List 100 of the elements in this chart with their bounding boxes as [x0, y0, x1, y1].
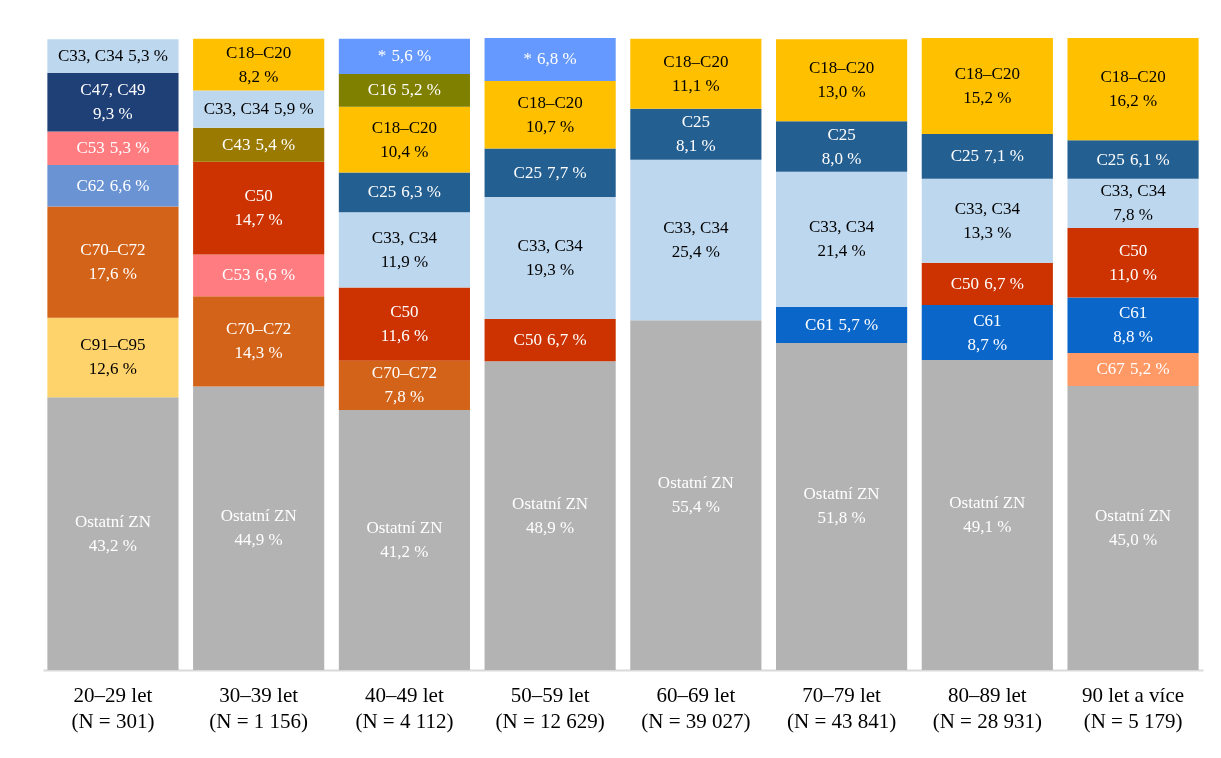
data-label: 5,3 %: [109, 138, 150, 158]
text: C50: [390, 302, 419, 322]
text: Ostatní ZN: [949, 493, 1026, 512]
text: C50: [950, 273, 980, 293]
data-label: 5,7 %: [838, 314, 879, 334]
data-label: 11,0 %: [1109, 264, 1157, 284]
data-label: 43,2 %: [88, 535, 138, 555]
series-label: C25: [827, 124, 856, 144]
text: C25: [367, 182, 397, 202]
data-label: 15,2 %: [963, 87, 1012, 107]
data-label: 49,1 %: [963, 517, 1012, 536]
series-label: Ostatní ZN: [803, 484, 880, 504]
series-label: C33, C34: [1100, 181, 1167, 201]
x-tick-label: 90 let a více (N = 5 179): [1082, 682, 1185, 733]
x-tick-label: 60–69 let (N = 39 027): [641, 682, 751, 733]
text: C18–C20: [517, 92, 583, 112]
data-label: 41,2 %: [380, 541, 429, 561]
series-label: C61: [973, 310, 1002, 330]
text: C18–C20: [371, 117, 437, 137]
data-label: 12,6 %: [88, 359, 138, 379]
data-label: 6,6 %: [109, 175, 150, 195]
data-label: 16,2 %: [1108, 91, 1158, 111]
series-label: C62: [76, 175, 105, 195]
text: C61: [1118, 303, 1148, 323]
data-label: 6,1 %: [1129, 149, 1170, 169]
data-label: 5,2 %: [401, 80, 441, 100]
text: C70–C72: [226, 319, 292, 339]
data-label: 8,7 %: [967, 334, 1008, 354]
series-label: C47, C49: [80, 80, 146, 100]
x-tick-label: 50–59 let (N = 12 629): [495, 682, 605, 733]
data-label: 7,7 %: [547, 162, 587, 182]
data-label: 8,8 %: [1113, 327, 1153, 347]
data-label: 6,6 %: [255, 265, 296, 285]
text: C33, C34: [809, 217, 875, 237]
text: C25: [1096, 149, 1125, 169]
x-tick-label: 70–79 let (N = 43 841): [786, 682, 897, 733]
series-label: C53: [76, 138, 105, 158]
data-label: 7,8 %: [384, 387, 425, 407]
text: C25: [681, 112, 711, 132]
data-label: 25,4 %: [671, 242, 720, 262]
series-label: C91–C95: [80, 335, 146, 355]
text: Ostatní ZN: [220, 506, 297, 526]
text: C61: [805, 314, 834, 334]
data-label: 11,6 %: [380, 326, 429, 346]
text: C18–C20: [663, 51, 729, 71]
data-label: 5,2 %: [1129, 359, 1170, 379]
data-label: 6,7 %: [547, 330, 587, 350]
data-label: 14,3 %: [234, 343, 283, 363]
data-label: 8,0 %: [821, 148, 862, 168]
data-label: 11,9 %: [380, 251, 429, 271]
data-label: 8,1 %: [676, 136, 716, 156]
text: C70–C72: [80, 240, 146, 260]
series-label: C67: [1096, 359, 1126, 379]
data-label: 11,1 %: [672, 75, 720, 95]
text: C53: [222, 265, 251, 285]
text: C18–C20: [954, 63, 1020, 83]
data-label: 7,8 %: [1113, 205, 1153, 225]
text: C33, C34: [954, 198, 1020, 218]
data-label: 10,4 %: [380, 141, 429, 161]
data-label: 51,8 %: [817, 508, 866, 528]
text: C18–C20: [809, 58, 875, 78]
text: Ostatní ZN: [1095, 505, 1172, 525]
text: Ostatní ZN: [366, 517, 443, 537]
data-label: 45,0 %: [1108, 529, 1158, 549]
data-label: 5,4 %: [255, 134, 296, 154]
series-label: *: [377, 46, 387, 66]
text: C50: [244, 186, 273, 206]
series-label: C50: [513, 330, 542, 350]
data-label: 13,0 %: [817, 82, 866, 102]
text: C25: [513, 162, 542, 182]
data-label: 10,7 %: [526, 116, 575, 136]
text: *: [523, 49, 533, 69]
data-label: 9,3 %: [93, 104, 133, 124]
data-label: 5,3 %: [128, 45, 168, 65]
text: Ostatní ZN: [74, 511, 151, 531]
series-label: C18–C20: [226, 42, 292, 62]
data-label: 6,7 %: [984, 273, 1024, 293]
x-tick-label: 20–29 let (N = 301): [71, 682, 155, 733]
text: Ostatní ZN: [512, 493, 589, 513]
data-label: 17,6 %: [88, 264, 138, 284]
series-label: C70–C72: [371, 363, 437, 383]
data-label: 13,3 %: [963, 222, 1012, 242]
data-label: 5,9 %: [273, 99, 314, 119]
series-label: C16: [367, 80, 397, 100]
data-label: 14,7 %: [234, 210, 283, 230]
text: C33, C34: [517, 236, 583, 256]
text: C33, C34: [57, 45, 124, 65]
text: C18–C20: [1100, 67, 1166, 87]
text: C33, C34: [663, 218, 729, 238]
data-label: 8,2 %: [238, 66, 279, 86]
data-label: 6,3 %: [401, 182, 441, 202]
text: Ostatní ZN: [657, 473, 734, 493]
data-label: 44,9 %: [234, 530, 283, 550]
x-tick-label: 30–39 let (N = 1 156): [209, 682, 309, 733]
data-label: 21,4 %: [817, 241, 866, 261]
data-label: 55,4 %: [671, 497, 720, 517]
text: C33, C34: [203, 99, 269, 119]
data-label: 7,1 %: [984, 146, 1024, 166]
data-label: 19,3 %: [526, 260, 575, 280]
text: C50: [1118, 240, 1148, 260]
